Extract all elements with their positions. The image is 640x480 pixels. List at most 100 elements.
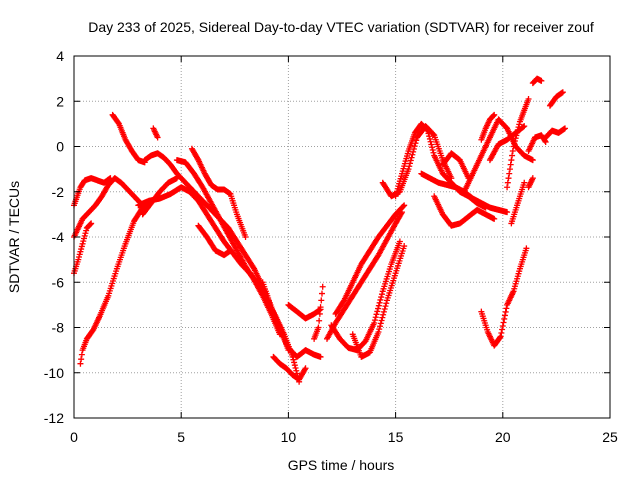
data-point [504, 179, 511, 186]
y-tick-label: -6 [52, 274, 65, 290]
data-point [511, 137, 518, 144]
data-point [427, 138, 434, 145]
data-point [509, 148, 516, 155]
data-point [374, 308, 381, 315]
series-arc-26 [439, 150, 472, 182]
data-point [154, 134, 161, 141]
data-point [380, 311, 387, 318]
series-arc-24 [418, 170, 511, 216]
series-arc-3 [71, 220, 95, 277]
data-point [491, 215, 498, 222]
data-point [503, 305, 510, 312]
series-arc-28 [478, 111, 498, 143]
data-point [88, 220, 95, 227]
data-point [377, 320, 384, 327]
chart-title: Day 233 of 2025, Sidereal Day-to-day VTE… [88, 19, 594, 35]
data-point [375, 329, 382, 336]
series-arc-14 [259, 279, 324, 360]
data-point [292, 364, 299, 371]
data-point [504, 209, 511, 216]
data-point [376, 299, 383, 306]
data-point [426, 133, 433, 140]
data-point [400, 203, 407, 210]
data-point [426, 135, 433, 142]
data-point [407, 157, 414, 164]
y-tick-label: -4 [52, 229, 65, 245]
series-arc-18 [323, 209, 406, 342]
data-point [521, 123, 528, 130]
data-point [521, 179, 528, 186]
data-point [430, 149, 437, 156]
data-point [425, 130, 432, 137]
data-point [406, 163, 413, 170]
data-point [382, 303, 389, 310]
data-point [317, 353, 324, 360]
data-point [380, 308, 387, 315]
series-arc-15 [270, 353, 309, 383]
data-point [429, 147, 436, 154]
data-point [505, 175, 512, 182]
x-axis-label: GPS time / hours [288, 457, 395, 473]
x-tick-label: 20 [495, 429, 511, 445]
series-arc-12 [150, 125, 161, 141]
data-point [396, 238, 403, 245]
data-point [538, 77, 545, 84]
data-point [501, 312, 508, 319]
data-point [379, 314, 386, 321]
data-point [301, 366, 308, 373]
data-point [541, 137, 548, 144]
data-point [371, 319, 378, 326]
data-point [316, 310, 323, 317]
data-point [513, 132, 520, 139]
data-point [497, 333, 504, 340]
data-point [377, 296, 384, 303]
data-point [559, 89, 566, 96]
series-arc-4 [77, 197, 155, 367]
data-point [525, 95, 532, 102]
data-point [87, 221, 94, 228]
data-point [375, 302, 382, 309]
data-point [529, 175, 536, 182]
series-arc-33 [525, 175, 536, 191]
series-arc-5 [109, 111, 148, 166]
series-arc-2 [71, 175, 114, 209]
data-point [511, 140, 518, 147]
data-point [378, 294, 385, 301]
data-point [561, 125, 568, 132]
data-point [302, 365, 309, 372]
series-arc-35 [525, 132, 549, 155]
data-point [407, 160, 414, 167]
data-point [316, 317, 323, 324]
data-point [514, 126, 521, 133]
data-point [429, 144, 436, 151]
data-point [107, 175, 114, 182]
data-point [405, 166, 412, 173]
data-point [319, 283, 326, 290]
series-arc-11 [195, 222, 234, 259]
data-point [371, 317, 378, 324]
data-point [506, 166, 513, 173]
data-point [508, 157, 515, 164]
data-point [242, 234, 249, 240]
data-point [504, 184, 511, 191]
data-point [78, 356, 85, 363]
data-point [318, 290, 325, 297]
data-point [509, 152, 516, 159]
series-arc-34 [529, 75, 545, 87]
data-point [291, 362, 298, 369]
data-point [529, 157, 536, 164]
data-point [77, 360, 84, 367]
data-point [424, 127, 431, 134]
x-tick-label: 25 [602, 429, 618, 445]
data-points [71, 75, 568, 385]
data-point [408, 154, 415, 161]
series-arc-9 [139, 175, 180, 218]
data-point [173, 175, 180, 182]
data-point [378, 291, 385, 298]
series-arc-19 [332, 202, 408, 317]
data-point [227, 247, 234, 254]
data-point [500, 319, 507, 326]
data-point [512, 135, 519, 142]
data-point [515, 124, 522, 131]
